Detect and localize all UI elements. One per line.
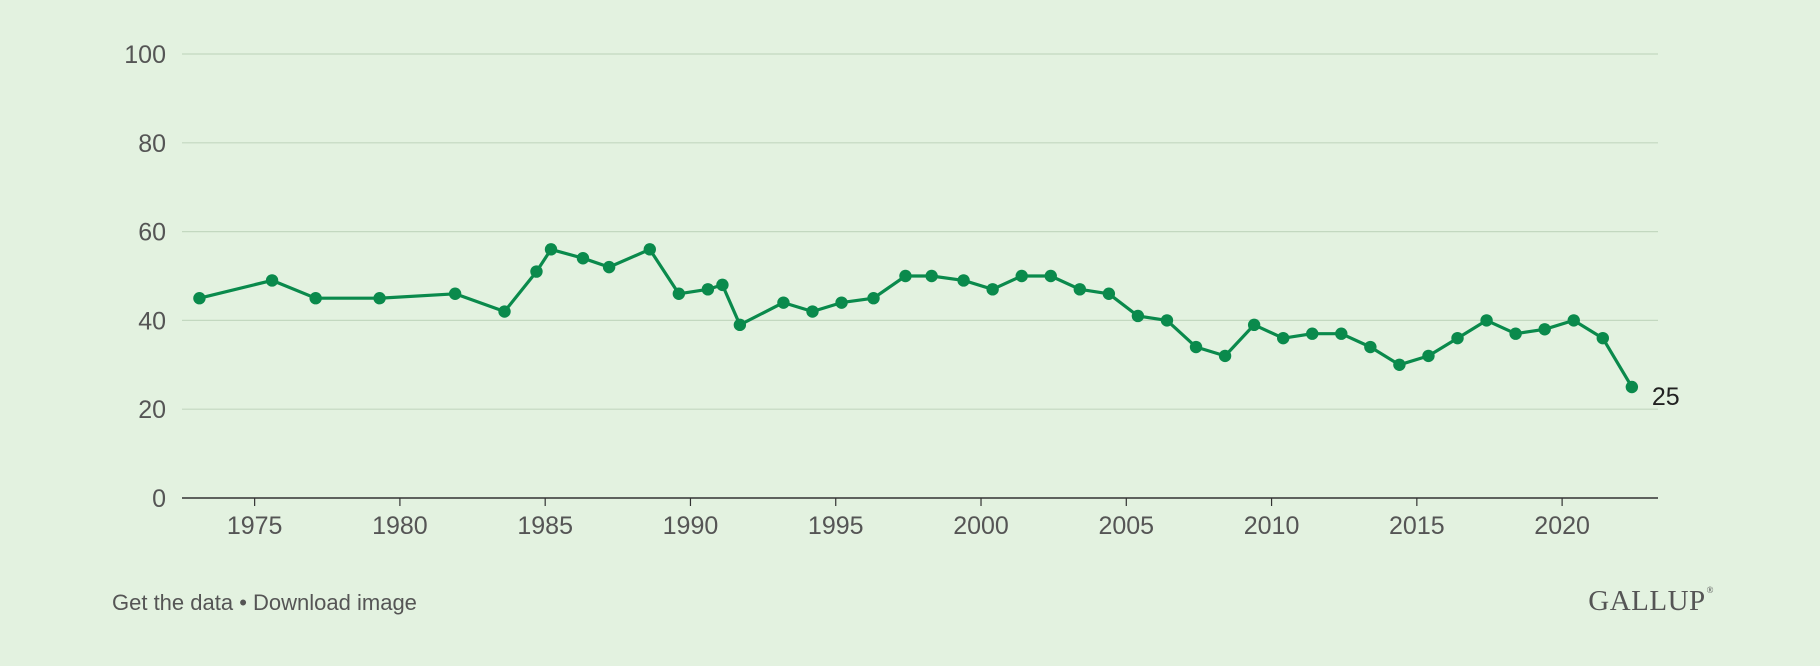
gallup-logo-text: GALLUP [1588, 585, 1706, 617]
data-point [1189, 340, 1203, 354]
data-point [1567, 314, 1580, 327]
data-point [1422, 349, 1435, 363]
data-point [1451, 331, 1464, 345]
data-point [1044, 269, 1057, 283]
data-point [1393, 358, 1406, 371]
data-point [1596, 331, 1609, 345]
data-point [576, 252, 590, 265]
data-point [733, 318, 747, 332]
data-point [448, 287, 462, 300]
data-point [806, 305, 819, 318]
data-point [1625, 380, 1639, 394]
data-point [835, 296, 848, 309]
y-tick-label: 40 [138, 307, 166, 335]
x-tick-label: 2010 [1244, 512, 1300, 540]
data-point [1218, 349, 1232, 363]
x-tick-label: 1995 [808, 512, 864, 540]
data-point [1364, 340, 1377, 354]
data-point [1160, 314, 1174, 327]
data-point [265, 274, 279, 287]
footer-separator: • [239, 590, 247, 615]
gallup-logo: GALLUP® [1588, 585, 1714, 618]
x-tick-label: 2005 [1098, 512, 1154, 540]
data-point [602, 260, 616, 274]
data-point [957, 274, 970, 287]
data-point [701, 283, 715, 296]
data-point [373, 292, 386, 305]
data-point [1335, 327, 1348, 340]
registered-mark: ® [1706, 585, 1714, 595]
data-point [1509, 327, 1522, 340]
x-tick-label: 1990 [663, 512, 719, 540]
get-the-data-link[interactable]: Get the data [112, 590, 234, 615]
data-point [1131, 309, 1145, 323]
data-point [1538, 323, 1551, 336]
data-point [1276, 331, 1290, 345]
x-tick-label: 2020 [1534, 512, 1590, 540]
data-point [1073, 283, 1087, 296]
y-tick-label: 20 [138, 396, 166, 424]
x-tick-label: 1985 [517, 512, 573, 540]
data-point [986, 283, 999, 296]
download-image-link[interactable]: Download image [253, 590, 417, 615]
data-point [1480, 314, 1493, 327]
data-point [309, 292, 322, 305]
y-tick-label: 0 [152, 485, 166, 513]
x-tick-label: 1975 [227, 512, 283, 540]
data-point [1015, 269, 1028, 283]
data-point [777, 296, 790, 309]
data-point [643, 243, 656, 256]
x-tick-label: 1980 [372, 512, 428, 540]
data-point [672, 287, 686, 300]
x-tick-label: 2000 [953, 512, 1009, 540]
data-point [867, 292, 880, 305]
data-point [1306, 327, 1319, 340]
data-point [498, 305, 511, 318]
end-value-label: 25 [1652, 383, 1680, 411]
data-point [716, 278, 729, 292]
series-line [197, 247, 1634, 389]
data-point [530, 265, 543, 278]
data-point [925, 269, 938, 283]
x-tick-label: 2015 [1389, 512, 1445, 540]
y-tick-label: 100 [124, 41, 166, 69]
data-point [1102, 287, 1116, 300]
data-point [1247, 318, 1261, 332]
y-tick-label: 60 [138, 219, 166, 247]
y-tick-label: 80 [138, 130, 166, 158]
data-point [544, 243, 558, 256]
data-point [899, 269, 912, 283]
footer-links: Get the data • Download image [112, 590, 417, 616]
data-point [193, 292, 206, 305]
